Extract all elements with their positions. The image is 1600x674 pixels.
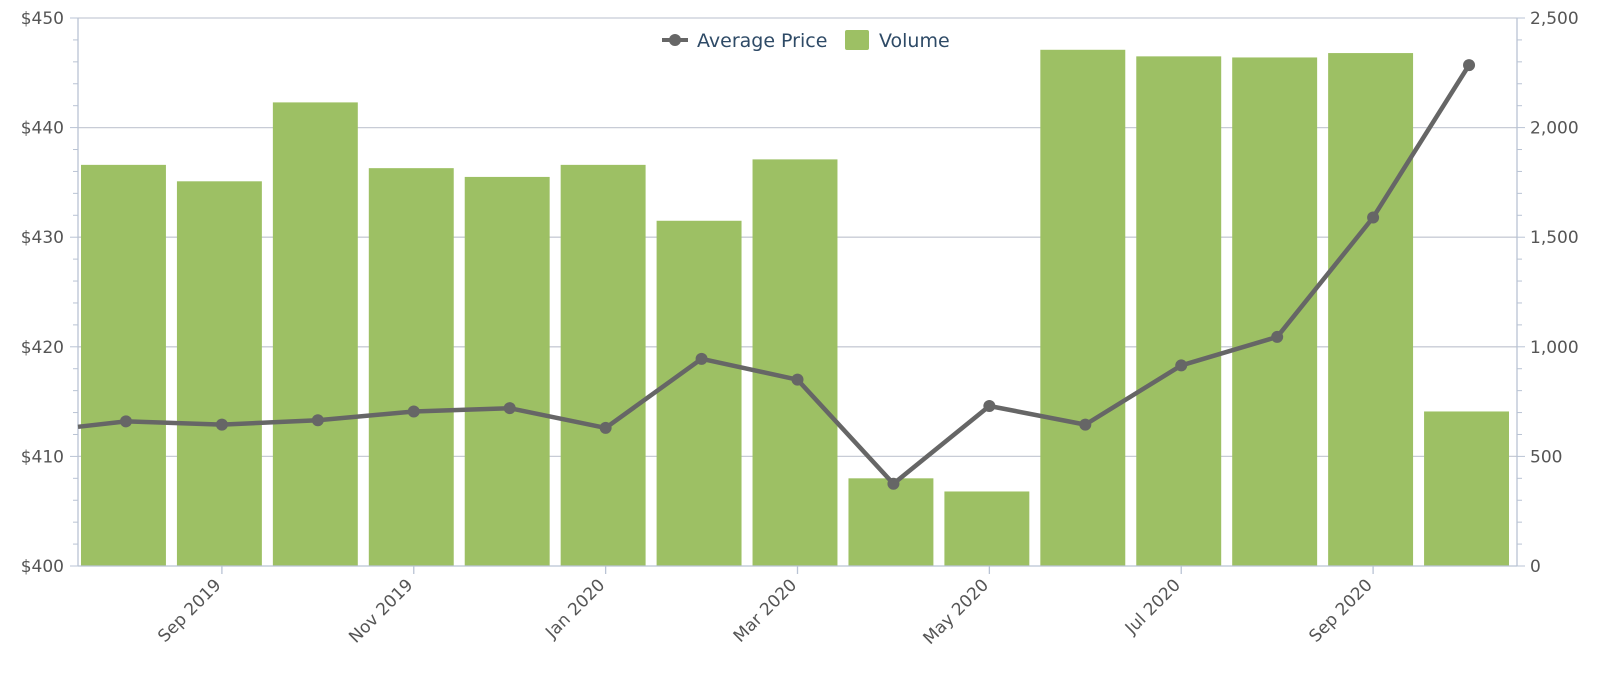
price-point [311, 414, 324, 427]
volume-bar [848, 478, 934, 566]
volume-bar [368, 168, 454, 567]
volume-bar [560, 164, 646, 566]
x-tick-label: May 2020 [919, 575, 992, 648]
legend-marker-icon [669, 34, 681, 46]
volume-bar [464, 176, 550, 567]
price-point [119, 415, 132, 428]
legend-label-average-price: Average Price [697, 30, 827, 52]
y-left-tick-label: $420 [21, 338, 64, 358]
price-point [791, 373, 804, 386]
volume-bar [752, 159, 838, 566]
y-right-tick-label: 0 [1530, 557, 1541, 577]
legend-item-volume[interactable]: Volume [845, 30, 950, 52]
y-left-tick-label: $400 [21, 557, 64, 577]
y-right-tick-label: 1,000 [1530, 338, 1579, 358]
price-point [503, 402, 516, 415]
price-line-path [77, 63, 1471, 487]
x-tick-label: Jul 2020 [1121, 575, 1185, 639]
legend-swatch-icon [845, 30, 869, 50]
y-right-tick-label: 500 [1530, 447, 1562, 467]
volume-bar [1040, 49, 1126, 567]
volume-bar [1136, 56, 1222, 567]
x-tick-label: Mar 2020 [730, 575, 801, 646]
price-point [215, 418, 228, 431]
y-right-tick-label: 2,000 [1530, 119, 1579, 139]
y-right-tick-label: 2,500 [1530, 9, 1579, 29]
y-left-tick-label: $450 [21, 9, 64, 29]
volume-bar [656, 220, 742, 566]
price-point [599, 421, 612, 434]
volume-bar [1232, 57, 1318, 567]
price-point [695, 352, 708, 365]
y-left-tick-label: $410 [21, 447, 64, 467]
price-point [1463, 59, 1476, 72]
y-left-tick-label: $440 [21, 119, 64, 139]
price-point [1367, 211, 1380, 224]
x-tick-label: Jan 2020 [541, 575, 609, 643]
y-left-tick-label: $430 [21, 228, 64, 248]
price-point [983, 399, 996, 412]
x-tick-label: Sep 2020 [1305, 575, 1376, 646]
volume-bars [81, 49, 1509, 567]
y-right-tick-label: 1,500 [1530, 228, 1579, 248]
volume-bar [81, 164, 166, 566]
volume-bar [1328, 53, 1414, 566]
price-point [1079, 418, 1092, 431]
volume-bar [1424, 411, 1509, 566]
x-tick-label: Nov 2019 [345, 575, 417, 647]
legend[interactable]: Average Price Volume [662, 30, 950, 52]
price-point [1271, 330, 1284, 343]
average-price-line [77, 59, 1476, 490]
price-point [887, 477, 900, 490]
price-point [407, 405, 420, 418]
volume-bar [176, 181, 262, 566]
legend-item-average-price[interactable]: Average Price [662, 30, 827, 52]
price-point [1175, 359, 1188, 372]
volume-bar [944, 491, 1030, 566]
legend-label-volume: Volume [879, 30, 950, 52]
volume-bar [272, 102, 358, 566]
x-tick-label: Sep 2019 [154, 575, 225, 646]
